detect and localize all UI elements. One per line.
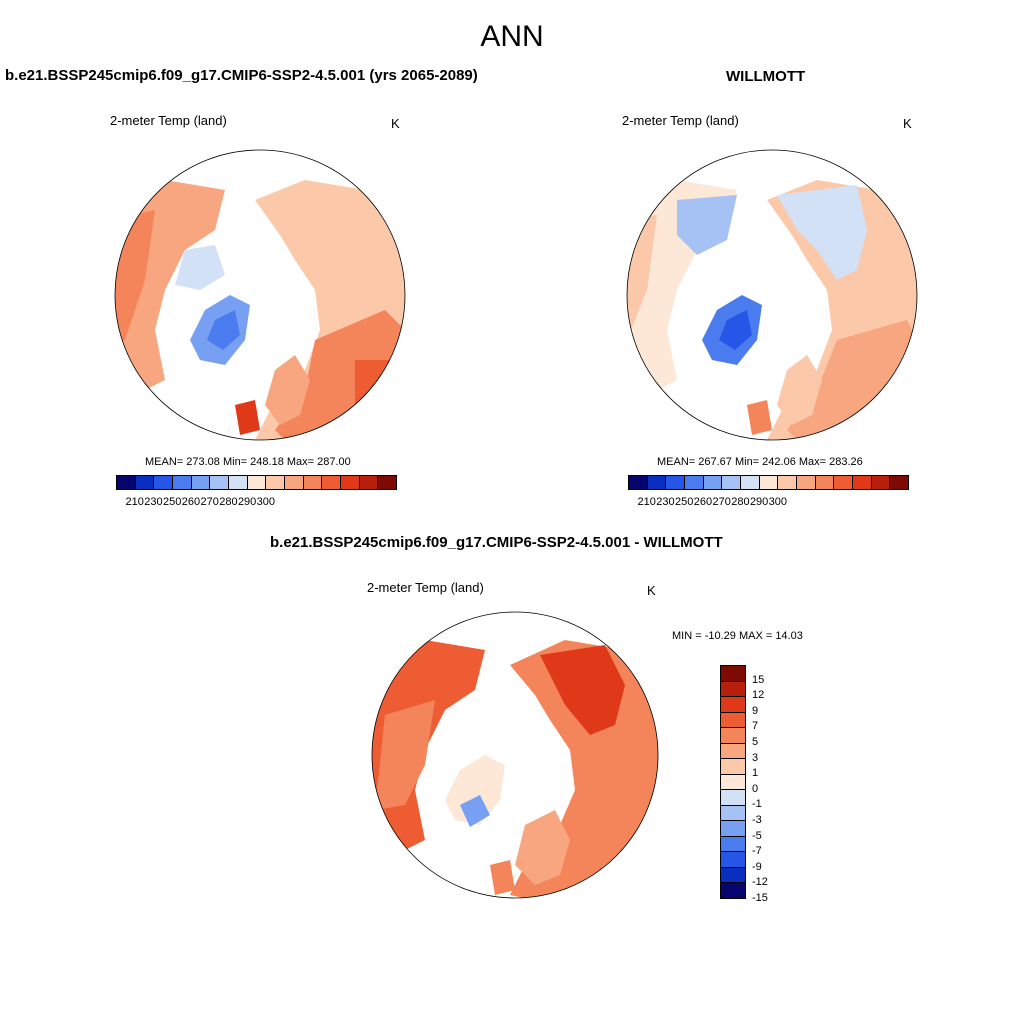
colorbar-tick-label: 280: [219, 496, 238, 508]
colorbar-swatch: [378, 476, 397, 489]
colorbar-tick-label: 9: [752, 704, 759, 717]
colorbar-tick-label: 15: [752, 673, 765, 686]
diff-units-label: K: [647, 583, 656, 598]
diff-colorbar-labels: 15 12 9 7 5 3 1 0 -1 -3 -5 -7 -9 -12 -15: [752, 665, 792, 904]
colorbar-tick-label: 7: [752, 720, 759, 733]
colorbar-swatch: [721, 836, 745, 853]
colorbar-swatch: [722, 476, 742, 489]
colorbar-tick-label: 300: [768, 496, 788, 508]
colorbar-tick-label: 5: [752, 736, 759, 748]
colorbar-swatch: [266, 476, 286, 489]
colorbar-swatch: [703, 476, 723, 489]
colorbar-swatch: [247, 476, 267, 489]
colorbar-tick-label: -5: [752, 829, 762, 842]
colorbar-swatch: [322, 476, 342, 489]
colorbar-swatch: [721, 697, 745, 713]
colorbar-tick-label: 12: [752, 689, 765, 702]
model-polar-map: [114, 149, 406, 441]
model-stats: MEAN= 273.08 Min= 248.18 Max= 287.00: [145, 456, 351, 468]
colorbar-tick-label: 290: [237, 496, 257, 508]
colorbar-swatch: [721, 743, 745, 760]
colorbar-tick-label: 210: [125, 496, 144, 508]
colorbar-tick-label: 280: [731, 496, 750, 508]
colorbar-swatch: [285, 476, 304, 489]
colorbar-swatch: [721, 867, 745, 884]
colorbar-swatch: [721, 883, 745, 898]
colorbar-swatch: [721, 728, 745, 744]
colorbar-swatch: [173, 476, 192, 489]
colorbar-swatch: [341, 476, 360, 489]
colorbar-swatch: [210, 476, 230, 489]
colorbar-swatch: [359, 476, 379, 489]
obs-variable-label: 2-meter Temp (land): [622, 113, 739, 128]
colorbar-swatch: [629, 476, 648, 489]
colorbar-tick-label: -3: [752, 814, 762, 826]
colorbar-swatch: [759, 476, 779, 489]
colorbar-swatch: [303, 476, 323, 489]
colorbar-swatch: [741, 476, 760, 489]
colorbar-swatch: [871, 476, 891, 489]
colorbar-tick-label: 270: [712, 496, 731, 508]
colorbar-swatch: [721, 666, 745, 682]
obs-panel-title: WILLMOTT: [726, 68, 806, 85]
colorbar-swatch: [685, 476, 704, 489]
colorbar-swatch: [834, 476, 854, 489]
obs-colorbar: [628, 475, 909, 490]
obs-stats: MEAN= 267.67 Min= 242.06 Max= 283.26: [657, 456, 863, 468]
colorbar-tick-label: 230: [144, 496, 163, 508]
colorbar-tick-label: -1: [752, 798, 762, 811]
colorbar-tick-label: 210: [637, 496, 656, 508]
colorbar-swatch: [778, 476, 798, 489]
model-panel-title: b.e21.BSSP245cmip6.f09_g17.CMIP6-SSP2-4.…: [5, 67, 478, 84]
figure-title: ANN: [480, 20, 544, 53]
colorbar-tick-label: 250: [163, 496, 182, 508]
model-units-label: K: [391, 116, 400, 131]
colorbar-swatch: [154, 476, 174, 489]
model-colorbar: [116, 475, 397, 490]
colorbar-tick-label: -12: [752, 876, 768, 889]
colorbar-swatch: [853, 476, 872, 489]
colorbar-swatch: [721, 852, 745, 868]
colorbar-swatch: [647, 476, 667, 489]
colorbar-swatch: [815, 476, 835, 489]
colorbar-tick-label: 3: [752, 751, 759, 764]
colorbar-swatch: [721, 774, 745, 791]
colorbar-tick-label: 1: [752, 767, 759, 780]
obs-polar-map: [626, 149, 918, 441]
colorbar-swatch: [117, 476, 136, 489]
diff-polar-map: [371, 611, 659, 899]
colorbar-swatch: [721, 821, 745, 837]
colorbar-tick-label: 250: [675, 496, 694, 508]
colorbar-swatch: [797, 476, 816, 489]
colorbar-swatch: [721, 790, 745, 806]
colorbar-swatch: [191, 476, 211, 489]
diff-panel-title: b.e21.BSSP245cmip6.f09_g17.CMIP6-SSP2-4.…: [270, 534, 723, 551]
colorbar-tick-label: -15: [752, 892, 768, 904]
colorbar-tick-label: 0: [752, 782, 759, 795]
diff-variable-label: 2-meter Temp (land): [367, 580, 484, 595]
obs-units-label: K: [903, 116, 912, 131]
colorbar-tick-label: 260: [693, 496, 713, 508]
model-variable-label: 2-meter Temp (land): [110, 113, 227, 128]
diff-minmax: MIN = -10.29 MAX = 14.03: [672, 630, 803, 642]
colorbar-tick-label: 270: [200, 496, 219, 508]
colorbar-tick-label: -9: [752, 860, 762, 873]
colorbar-tick-label: 290: [749, 496, 769, 508]
obs-colorbar-ticks: 210 230 250 260 270 280 290 300: [628, 496, 909, 510]
colorbar-swatch: [721, 681, 745, 698]
colorbar-swatch: [721, 759, 745, 775]
colorbar-tick-label: 230: [656, 496, 675, 508]
model-colorbar-ticks: 210 230 250 260 270 280 290 300: [116, 496, 397, 510]
colorbar-tick-label: 260: [181, 496, 201, 508]
colorbar-swatch: [135, 476, 155, 489]
diff-colorbar: [720, 665, 746, 899]
colorbar-swatch: [721, 712, 745, 729]
colorbar-tick-label: 300: [256, 496, 276, 508]
colorbar-swatch: [666, 476, 686, 489]
colorbar-tick-label: -7: [752, 845, 762, 858]
colorbar-swatch: [229, 476, 248, 489]
colorbar-swatch: [890, 476, 909, 489]
colorbar-swatch: [721, 805, 745, 822]
